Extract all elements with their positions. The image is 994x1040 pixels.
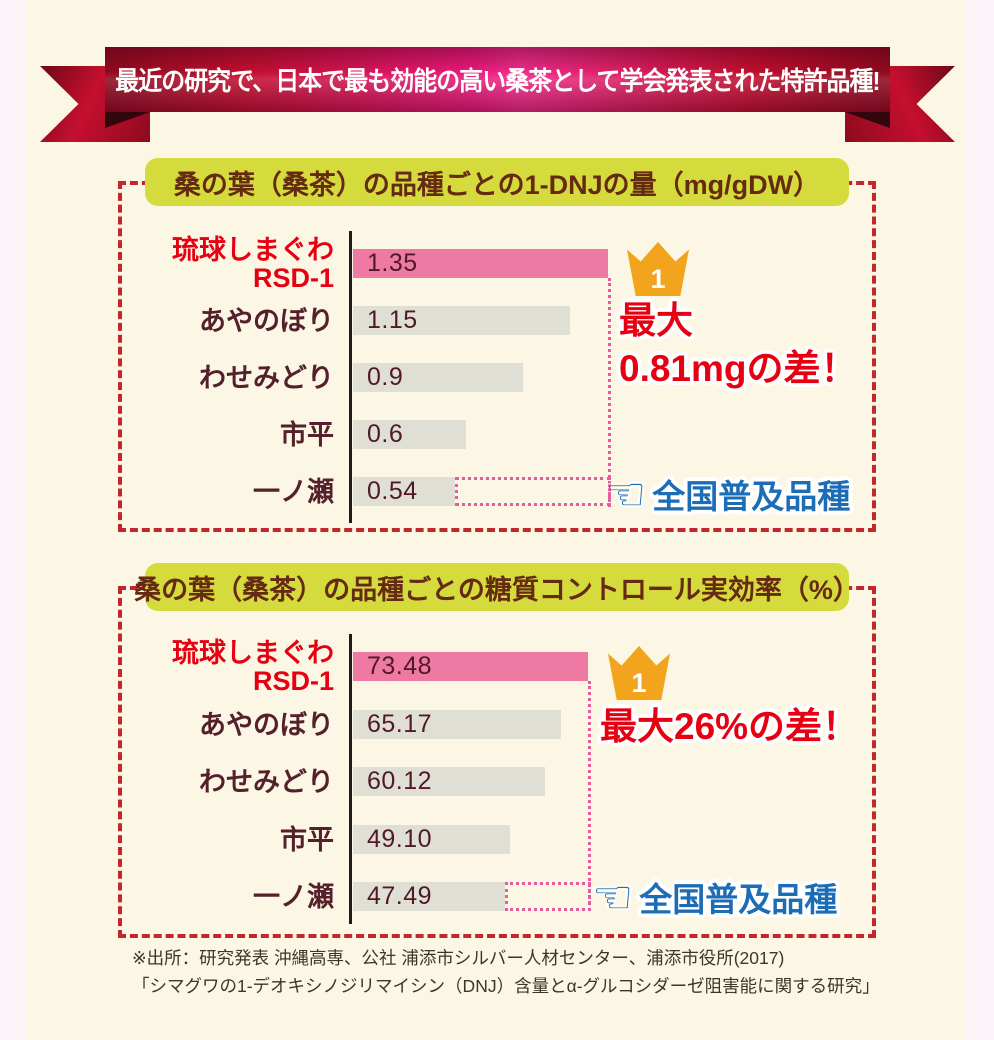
axis-line: [349, 231, 352, 523]
nationwide-variety-annotation: ☜ 全国普及品種: [592, 873, 837, 921]
category-label: 琉球しまぐわ RSD-1: [172, 234, 334, 293]
bar: 60.12: [353, 767, 545, 796]
value-label: 0.54: [367, 477, 418, 505]
category-label: わせみどり: [199, 362, 334, 393]
source-line-2: 「シマグワの1-デオキシノジリマイシン（DNJ）含量とα-グルコシダーゼ阻害能に…: [132, 976, 880, 996]
chart-row: 琉球しまぐわ RSD-1 73.48: [122, 639, 872, 695]
highlight-bar: 73.48: [353, 652, 588, 681]
category-label: 市平: [280, 824, 334, 855]
max-difference-text: 最大 0.81mgの差！: [619, 300, 858, 389]
value-label: 47.49: [367, 882, 433, 910]
banner-text: 最近の研究で、日本で最も効能の高い桑茶として学会発表された特許品種!: [115, 66, 880, 96]
chart-title: 桑の葉（桑茶）の品種ごとの糖質コントロール実効率（%）: [134, 563, 860, 611]
rank-number: 1: [631, 668, 647, 698]
rank-number: 1: [650, 264, 666, 294]
value-label: 0.9: [367, 363, 404, 391]
category-label: わせみどり: [199, 766, 334, 797]
chart-row: あやのぼり 65.17: [122, 710, 872, 739]
bar: 47.49: [353, 882, 505, 911]
value-label: 1.35: [367, 249, 418, 277]
bar: 49.10: [353, 825, 510, 854]
chart-row: 市平 49.10: [122, 825, 872, 854]
chart-title: 桑の葉（桑茶）の品種ごとの1-DNJの量（mg/gDW）: [145, 158, 849, 206]
source-line-1: ※出所：研究発表 沖縄高専、公社 浦添市シルバー人材センター、浦添市役所(201…: [132, 948, 785, 968]
source-citation: ※出所：研究発表 沖縄高専、公社 浦添市シルバー人材センター、浦添市役所(201…: [132, 944, 880, 1000]
max-reference-dotted-line: [608, 278, 611, 507]
value-label: 73.48: [367, 652, 433, 680]
bar: 0.9: [353, 363, 523, 392]
difference-gap-box: [455, 477, 611, 506]
axis-line: [349, 634, 352, 924]
value-label: 1.15: [367, 306, 418, 334]
annotation-label: 全国普及品種: [652, 478, 851, 515]
value-label: 0.6: [367, 420, 404, 448]
highlight-bar: 1.35: [353, 249, 608, 278]
max-difference-text: 最大26%の差！: [600, 706, 860, 747]
chart-row: わせみどり 60.12: [122, 767, 872, 796]
category-label: 市平: [280, 419, 334, 450]
chart-row: 市平 0.6: [122, 420, 872, 449]
difference-gap-box: [505, 882, 591, 911]
bar: 0.54: [353, 477, 455, 506]
value-label: 60.12: [367, 767, 433, 795]
bar: 0.6: [353, 420, 466, 449]
nationwide-variety-annotation: ☜ 全国普及品種: [605, 470, 850, 518]
chart-row: わせみどり 0.9: [122, 363, 872, 392]
category-label: 琉球しまぐわ RSD-1: [172, 637, 334, 696]
category-label: 一ノ瀬: [253, 881, 334, 912]
chart-row: 一ノ瀬 47.49: [122, 882, 872, 911]
annotation-label: 全国普及品種: [639, 881, 838, 918]
bar: 65.17: [353, 710, 561, 739]
sugar-control-chart: 桑の葉（桑茶）の品種ごとの糖質コントロール実効率（%） 琉球しまぐわ RSD-1…: [118, 563, 876, 938]
ribbon-banner: 最近の研究で、日本で最も効能の高い桑茶として学会発表された特許品種!: [105, 47, 890, 112]
chart-row: あやのぼり 1.15: [122, 306, 872, 335]
dnj-amount-chart: 桑の葉（桑茶）の品種ごとの1-DNJの量（mg/gDW） 琉球しまぐわ RSD-…: [118, 158, 876, 532]
category-label: 一ノ瀬: [253, 476, 334, 507]
value-label: 49.10: [367, 825, 433, 853]
chart-row: 琉球しまぐわ RSD-1 1.35: [122, 236, 872, 292]
chart-row: 一ノ瀬 0.54: [122, 477, 872, 506]
pointing-hand-icon: ☜: [592, 870, 634, 924]
max-reference-dotted-line: [588, 681, 591, 911]
pointing-hand-icon: ☜: [605, 467, 647, 521]
category-label: あやのぼり: [199, 709, 334, 740]
bar: 1.15: [353, 306, 570, 335]
category-label: あやのぼり: [199, 305, 334, 336]
value-label: 65.17: [367, 710, 433, 738]
